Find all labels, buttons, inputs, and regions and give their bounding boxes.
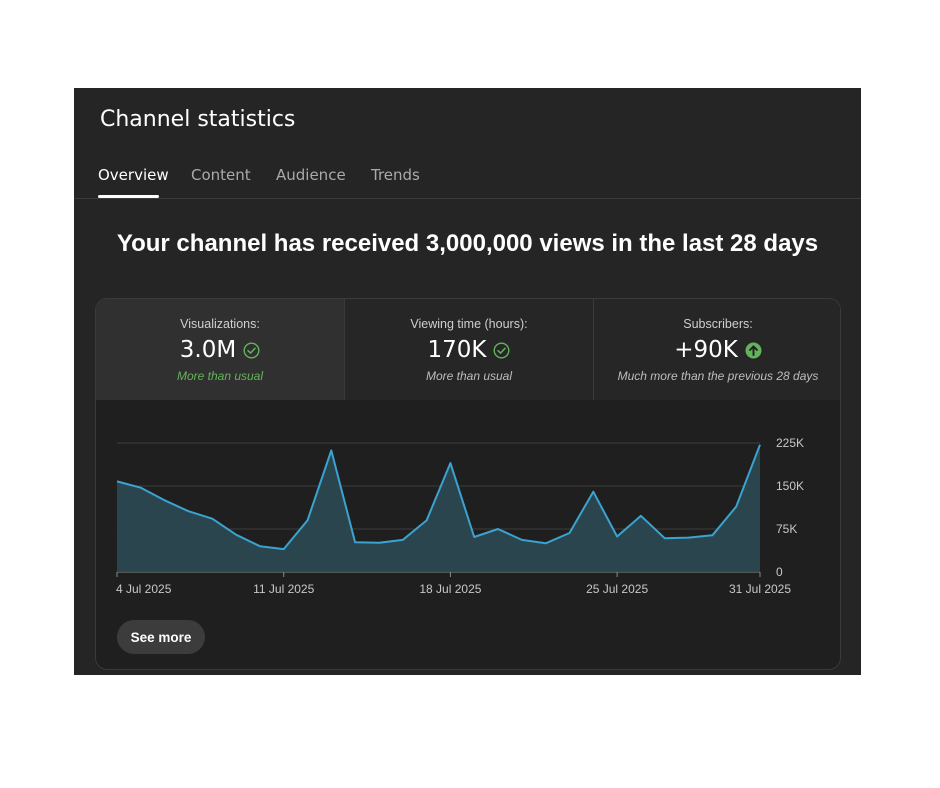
x-tick-label: 31 Jul 2025: [729, 582, 791, 596]
tab-content[interactable]: Content: [191, 166, 251, 184]
active-tab-indicator: [98, 195, 159, 198]
see-more-button[interactable]: See more: [117, 620, 205, 654]
metric-label: Subscribers:: [683, 317, 753, 331]
metric-value: 3.0M: [179, 337, 237, 363]
tab-trends[interactable]: Trends: [371, 166, 420, 184]
stats-card: Visualizations: 3.0M More than usual Vie…: [95, 298, 841, 670]
views-area-chart: 0 75K 150K 225K 4 Jul 2025 11 Jul 2025 18 Jul …: [116, 436, 804, 596]
metric-label: Visualizations:: [180, 317, 260, 331]
x-tick-label: 18 Jul 2025: [419, 582, 481, 596]
metric-viewing-time[interactable]: Viewing time (hours): 170K More than usu…: [345, 299, 594, 400]
page-title: Channel statistics: [100, 107, 296, 132]
tab-overview[interactable]: Overview: [98, 166, 169, 184]
arrow-up-circle-icon: [745, 342, 762, 359]
metric-note: Much more than the previous 28 days: [617, 369, 819, 383]
tab-audience[interactable]: Audience: [276, 166, 346, 184]
metric-note: More than usual: [176, 369, 264, 383]
metric-subscribers[interactable]: Subscribers: +90K Much more than the pre…: [594, 299, 840, 400]
metric-value: +90K: [674, 337, 738, 363]
series-line: [116, 444, 761, 551]
metric-value: 170K: [427, 337, 487, 363]
metric-visualizations[interactable]: Visualizations: 3.0M More than usual: [96, 299, 345, 400]
y-tick-label: 150K: [776, 479, 804, 493]
metric-label: Viewing time (hours):: [410, 317, 528, 331]
y-tick-label: 0: [776, 565, 783, 579]
area-fill: [117, 444, 760, 572]
check-circle-icon: [493, 341, 510, 359]
check-circle-icon: [243, 341, 260, 359]
views-headline: Your channel has received 3,000,000 view…: [116, 230, 819, 257]
x-tick-label: 4 Jul 2025: [116, 582, 172, 596]
tab-bar: Overview Content Audience Trends: [74, 160, 861, 199]
x-tick-label: 25 Jul 2025: [586, 582, 648, 596]
y-tick-label: 225K: [776, 436, 804, 450]
x-tick-label: 11 Jul 2025: [253, 582, 314, 596]
y-tick-label: 75K: [776, 522, 797, 536]
channel-statistics-panel: Channel statistics Overview Content Audi…: [74, 88, 861, 675]
metrics-row: Visualizations: 3.0M More than usual Vie…: [96, 299, 840, 400]
metric-note: More than usual: [425, 369, 513, 383]
